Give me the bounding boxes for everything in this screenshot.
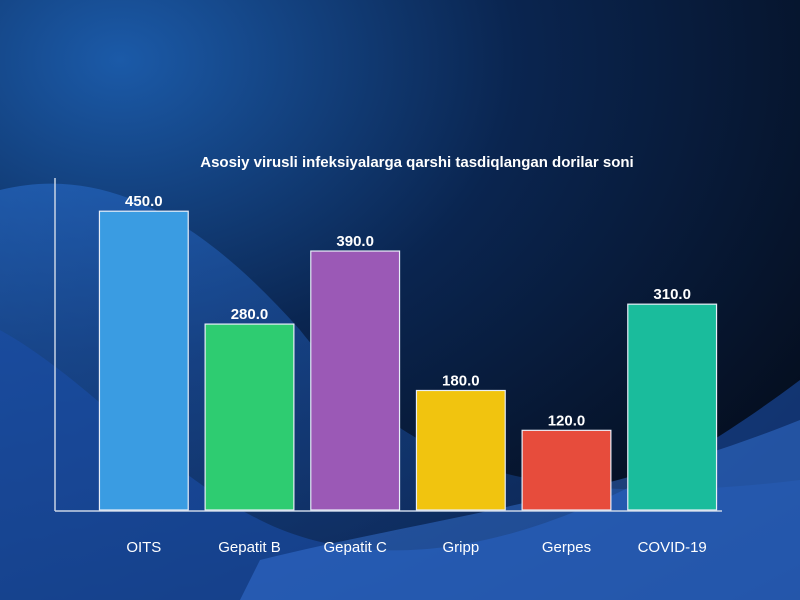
x-tick-label: COVID-19 <box>638 539 707 556</box>
bar <box>415 389 506 511</box>
value-label: 120.0 <box>548 412 586 429</box>
bar <box>627 303 718 511</box>
x-tick-label: Gripp <box>442 539 479 556</box>
value-label: 310.0 <box>653 286 691 303</box>
value-label: 390.0 <box>336 233 374 250</box>
value-label: 180.0 <box>442 372 480 389</box>
x-tick-label: OITS <box>126 539 161 556</box>
chart-title: Asosiy virusli infeksiyalarga qarshi tas… <box>200 154 633 171</box>
background-wave <box>240 420 800 600</box>
bar <box>98 210 189 511</box>
value-label: 280.0 <box>231 306 269 323</box>
bar <box>204 323 295 511</box>
bar <box>310 250 401 511</box>
background-wave <box>0 330 800 600</box>
x-tick-label: Gepatit B <box>218 539 281 556</box>
x-tick-label: Gepatit C <box>323 539 387 556</box>
bar <box>521 429 612 511</box>
value-label: 450.0 <box>125 193 163 210</box>
x-tick-label: Gerpes <box>542 539 591 556</box>
